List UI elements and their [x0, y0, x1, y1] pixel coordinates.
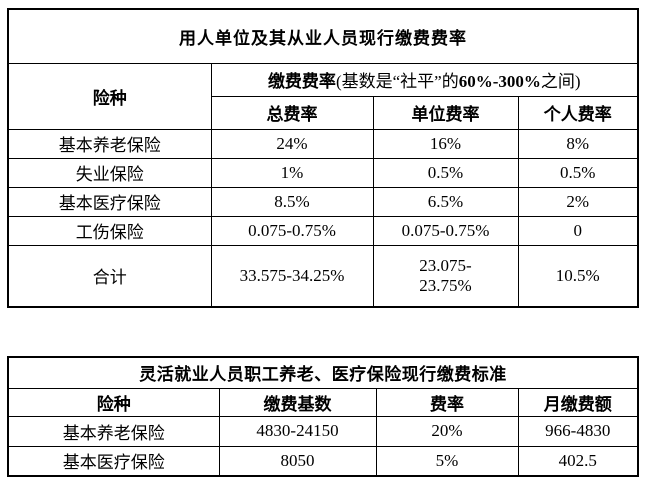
table1-title: 用人单位及其从业人员现行缴费费率	[7, 8, 639, 64]
cell-personal-rate: 0.5%	[517, 157, 639, 188]
table1-personal-rate-header: 个人费率	[517, 95, 639, 130]
cell-employer-rate: 0.5%	[372, 157, 519, 188]
cell-employer-rate: 0.075-0.75%	[372, 215, 519, 246]
cell-insurance-name: 基本养老保险	[7, 128, 212, 159]
cell-employer-rate: 23.075- 23.75%	[372, 244, 519, 308]
cell-total-rate: 1%	[210, 157, 374, 188]
flexible-employment-table: 灵活就业人员职工养老、医疗保险现行缴费标准 险种 缴费基数 费率 月缴费额 基本…	[7, 356, 639, 477]
cell-insurance-name: 基本医疗保险	[7, 186, 212, 217]
table-row: 险种 缴费费率(基数是“社平”的60%-300%之间)	[7, 62, 639, 130]
cell-contribution-base: 8050	[218, 445, 377, 477]
cell-personal-rate: 2%	[517, 186, 639, 217]
cell-total-rate: 33.575-34.25%	[210, 244, 374, 308]
table1-total-rate-header: 总费率	[210, 95, 374, 130]
rate-header-label: 缴费费率	[267, 72, 336, 91]
cell-monthly-amount: 402.5	[517, 445, 639, 477]
table-row: 灵活就业人员职工养老、医疗保险现行缴费标准	[7, 356, 639, 389]
table-row: 险种 缴费基数 费率 月缴费额	[7, 387, 639, 417]
table-row-pension: 基本养老保险 4830-24150 20% 966-4830	[7, 415, 639, 447]
cell-personal-rate: 8%	[517, 128, 639, 159]
cell-personal-rate: 10.5%	[517, 244, 639, 308]
table2-title: 灵活就业人员职工养老、医疗保险现行缴费标准	[7, 356, 639, 389]
cell-insurance-name: 基本医疗保险	[7, 445, 220, 477]
table-row-medical: 基本医疗保险 8.5% 6.5% 2%	[7, 186, 639, 217]
cell-total-rate: 0.075-0.75%	[210, 215, 374, 246]
table-row-total: 合计 33.575-34.25% 23.075- 23.75% 10.5%	[7, 244, 639, 308]
cell-total-rate: 24%	[210, 128, 374, 159]
table2-base-header: 缴费基数	[218, 387, 377, 417]
rate-header-base-note: (基数是“社平”的	[335, 72, 459, 91]
cell-personal-rate: 0	[517, 215, 639, 246]
rate-header-range: 60%-300%	[458, 72, 541, 91]
table2-monthly-header: 月缴费额	[517, 387, 639, 417]
cell-total-rate: 8.5%	[210, 186, 374, 217]
table-row: 用人单位及其从业人员现行缴费费率	[7, 8, 639, 64]
cell-insurance-name: 合计	[7, 244, 212, 308]
table1-rate-header: 缴费费率(基数是“社平”的60%-300%之间)	[210, 62, 639, 97]
table-row: 总费率 单位费率 个人费率	[8, 95, 639, 130]
rate-header-suffix: 之间)	[540, 72, 581, 91]
cell-insurance-name: 基本养老保险	[7, 415, 220, 447]
employer-rates-table: 用人单位及其从业人员现行缴费费率 险种 缴费费率(基数是“社平”的60%-300…	[7, 8, 639, 308]
cell-rate: 5%	[375, 445, 519, 477]
cell-insurance-name: 失业保险	[7, 157, 212, 188]
cell-employer-rate: 16%	[372, 128, 519, 159]
cell-contribution-base: 4830-24150	[218, 415, 377, 447]
cell-employer-rate: 6.5%	[372, 186, 519, 217]
table-row-pension: 基本养老保险 24% 16% 8%	[7, 128, 639, 159]
table-row-work-injury: 工伤保险 0.075-0.75% 0.075-0.75% 0	[7, 215, 639, 246]
cell-monthly-amount: 966-4830	[517, 415, 639, 447]
table-row-unemployment: 失业保险 1% 0.5% 0.5%	[7, 157, 639, 188]
cell-rate: 20%	[375, 415, 519, 447]
table-row-medical: 基本医疗保险 8050 5% 402.5	[7, 445, 639, 477]
table2-rate-header: 费率	[375, 387, 519, 417]
table1-risk-type-header: 险种	[7, 62, 212, 130]
table1-employer-rate-header: 单位费率	[372, 95, 519, 130]
cell-insurance-name: 工伤保险	[7, 215, 212, 246]
table2-risk-type-header: 险种	[7, 387, 220, 417]
